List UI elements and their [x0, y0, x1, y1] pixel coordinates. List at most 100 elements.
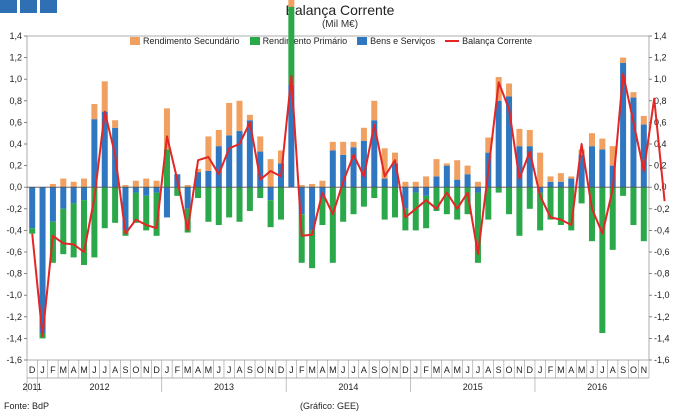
bar-rend-primario — [527, 187, 533, 209]
y-tick-label-right: 0,4 — [654, 139, 667, 149]
bar-rend-secundario — [226, 103, 232, 135]
x-month-label: J — [92, 365, 97, 375]
x-month-label: A — [319, 365, 325, 375]
x-month-label: D — [153, 365, 160, 375]
x-month-label: J — [227, 365, 232, 375]
x-month-label: J — [476, 365, 481, 375]
bar-bens-servicos — [413, 187, 419, 192]
bar-rend-primario — [351, 187, 357, 214]
bar-rend-secundario — [143, 179, 149, 188]
bar-rend-primario — [29, 228, 35, 233]
bar-bens-servicos — [60, 187, 66, 209]
x-month-label: M — [433, 365, 441, 375]
bar-bens-servicos — [81, 187, 87, 200]
x-month-label: N — [267, 365, 274, 375]
y-tick-label-left: -1,4 — [6, 333, 22, 343]
bar-rend-primario — [257, 187, 263, 198]
x-year-label: 2012 — [90, 382, 110, 392]
bar-rend-primario — [599, 187, 605, 333]
x-month-label: A — [610, 365, 616, 375]
bar-rend-secundario — [568, 176, 574, 178]
bar-bens-servicos — [351, 147, 357, 187]
bar-rend-secundario — [133, 181, 139, 187]
bar-bens-servicos — [226, 135, 232, 187]
y-tick-label-left: 0,6 — [9, 117, 22, 127]
bar-rend-secundario — [465, 166, 471, 175]
bar-rend-primario — [371, 187, 377, 198]
x-month-label: S — [247, 365, 253, 375]
bar-rend-secundario — [402, 182, 408, 187]
bar-rend-secundario — [102, 81, 108, 111]
x-month-label: N — [143, 365, 150, 375]
bar-rend-primario — [71, 203, 77, 257]
bar-bens-servicos — [423, 187, 429, 196]
x-month-label: A — [237, 365, 243, 375]
bar-bens-servicos — [558, 182, 564, 187]
bar-rend-secundario — [60, 179, 66, 188]
bar-rend-secundario — [319, 181, 325, 187]
bar-rend-primario — [620, 187, 626, 196]
bar-rend-secundario — [589, 133, 595, 146]
x-month-label: S — [620, 365, 626, 375]
bar-bens-servicos — [454, 180, 460, 188]
x-month-label: A — [568, 365, 574, 375]
bar-rend-primario — [516, 187, 522, 236]
x-month-label: F — [299, 365, 305, 375]
x-month-label: D — [527, 365, 534, 375]
bar-rend-primario — [226, 187, 232, 217]
bar-rend-secundario — [237, 101, 243, 131]
bar-bens-servicos — [589, 146, 595, 187]
x-month-label: J — [289, 365, 294, 375]
y-tick-label-right: 0,0 — [654, 182, 667, 192]
chart-plot: 1,4 1,41,2 1,21,0 1,00,8 0,80,6 0,60,4 0,40,2 0… — [0, 0, 680, 415]
y-tick-label-left: 0,8 — [9, 96, 22, 106]
bar-rend-primario — [330, 187, 336, 263]
bar-rend-primario — [630, 187, 636, 225]
y-tick-label-right: -0,2 — [654, 204, 670, 214]
x-month-label: M — [329, 365, 337, 375]
x-year-label: 2011 — [23, 382, 42, 392]
bar-rend-primario — [195, 187, 201, 198]
bar-rend-secundario — [444, 163, 450, 165]
bar-rend-primario — [288, 7, 294, 85]
bar-bens-servicos — [268, 187, 274, 200]
x-month-label: M — [184, 365, 192, 375]
y-tick-label-right: -1,6 — [654, 355, 670, 365]
bar-rend-primario — [102, 187, 108, 228]
y-tick-label-left: 0,4 — [9, 139, 22, 149]
bar-rend-secundario — [433, 159, 439, 176]
x-month-label: F — [423, 365, 429, 375]
y-tick-label-right: -1,0 — [654, 290, 670, 300]
x-month-label: M — [453, 365, 461, 375]
y-tick-label-right: -0,8 — [654, 269, 670, 279]
bar-rend-secundario — [257, 136, 263, 151]
bar-rend-secundario — [71, 182, 77, 187]
bar-rend-secundario — [154, 181, 160, 187]
x-month-label: J — [351, 365, 356, 375]
y-tick-label-right: 1,0 — [654, 74, 667, 84]
bar-bens-servicos — [29, 187, 35, 228]
x-month-label: O — [630, 365, 637, 375]
x-month-label: S — [496, 365, 502, 375]
bar-rend-secundario — [599, 139, 605, 150]
x-month-label: F — [548, 365, 554, 375]
bar-rend-secundario — [361, 128, 367, 141]
x-month-label: S — [122, 365, 128, 375]
bar-rend-secundario — [516, 129, 522, 146]
bar-rend-secundario — [50, 184, 56, 187]
x-month-label: J — [600, 365, 605, 375]
bar-rend-primario — [641, 187, 647, 241]
bar-rend-secundario — [527, 130, 533, 146]
x-month-label: J — [40, 365, 45, 375]
bar-rend-primario — [506, 187, 512, 214]
x-month-label: F — [175, 365, 181, 375]
y-tick-label-left: 1,4 — [9, 31, 22, 41]
bar-rend-secundario — [413, 182, 419, 187]
bar-rend-primario — [496, 187, 502, 192]
bar-rend-secundario — [351, 142, 357, 147]
bar-bens-servicos — [185, 187, 191, 209]
bar-bens-servicos — [164, 187, 170, 217]
credit-note: (Gráfico: GEE) — [300, 401, 359, 411]
bar-bens-servicos — [444, 166, 450, 188]
x-month-label: J — [341, 365, 346, 375]
